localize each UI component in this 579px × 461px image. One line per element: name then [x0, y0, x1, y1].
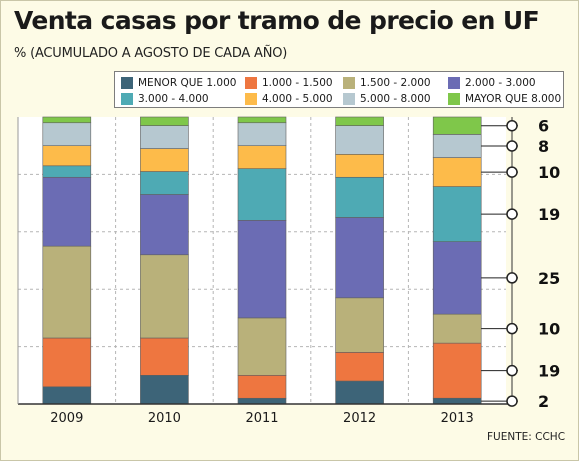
- source-note: FUENTE: CCHC: [487, 431, 566, 443]
- legend-swatch: [245, 93, 257, 105]
- label-marker: [506, 322, 518, 335]
- bar-segment: [140, 125, 189, 149]
- legend-swatch: [245, 77, 257, 89]
- label-marker: [506, 119, 518, 132]
- bar-segment: [237, 317, 287, 376]
- legend-item: MAYOR QUE 8.000: [448, 92, 561, 106]
- legend-swatch: [343, 77, 355, 89]
- label-marker: [506, 166, 518, 178]
- legend-swatch: [448, 93, 460, 105]
- label-marker: [506, 208, 518, 220]
- label-marker: [506, 364, 518, 377]
- chart-subtitle: % (ACUMULADO A AGOSTO DE CADA AÑO): [14, 46, 288, 61]
- x-tick-label: 2010: [148, 411, 181, 426]
- data-label: 10: [538, 320, 560, 339]
- bar-segment: [42, 337, 92, 388]
- bar-segment: [335, 116, 384, 126]
- bar-segment: [140, 254, 189, 339]
- bar-segment: [335, 297, 384, 353]
- bar-segment: [432, 186, 482, 242]
- legend-item: MENOR QUE 1.000: [121, 76, 236, 90]
- legend-item: 2.000 - 3.000: [448, 76, 536, 90]
- data-label: 19: [538, 205, 560, 224]
- bar-segment: [140, 374, 189, 405]
- bar-segment: [42, 116, 92, 124]
- legend-label: 3.000 - 4.000: [138, 93, 209, 105]
- bar-segment: [140, 116, 189, 126]
- bar-segment: [432, 134, 482, 158]
- bar-segment: [237, 145, 287, 169]
- bar-segment: [237, 374, 287, 399]
- chart-title: Venta casas por tramo de precio en UF: [14, 6, 540, 35]
- bar-segment: [42, 386, 92, 405]
- label-marker: [506, 272, 518, 284]
- x-tick-label: 2011: [245, 411, 278, 426]
- data-label: 8: [538, 137, 549, 156]
- label-marker: [506, 395, 518, 407]
- bar-segment: [237, 116, 287, 124]
- bar-segment: [237, 122, 287, 146]
- chart-legend: MENOR QUE 1.000 1.000 - 1.500 1.500 - 2.00…: [114, 71, 564, 108]
- bar-segment: [335, 154, 384, 178]
- bar-segment: [237, 168, 287, 221]
- bar-segment: [237, 220, 287, 319]
- bar-segment: [432, 116, 482, 135]
- legend-label: MAYOR QUE 8.000: [465, 93, 562, 105]
- legend-swatch: [121, 77, 133, 89]
- data-label: 10: [538, 163, 560, 182]
- bar-segment: [335, 352, 384, 382]
- bar-segment: [432, 313, 482, 344]
- bar-segment: [335, 125, 384, 155]
- legend-swatch: [343, 93, 355, 105]
- legend-label: 4.000 - 5.000: [262, 93, 333, 105]
- bar-segment: [432, 342, 482, 399]
- bar-segment: [432, 241, 482, 315]
- bar-segment: [237, 397, 287, 405]
- legend-item: 4.000 - 5.000: [245, 92, 333, 106]
- legend-label: 1.500 - 2.000: [360, 77, 431, 89]
- x-tick-label: 2013: [441, 411, 474, 426]
- legend-item: 1.000 - 1.500: [245, 76, 333, 90]
- bar-segment: [432, 157, 482, 187]
- legend-label: MENOR QUE 1.000: [138, 77, 237, 89]
- data-label: 25: [538, 269, 560, 288]
- x-tick-label: 2009: [50, 411, 83, 426]
- x-tick-label: 2012: [343, 411, 376, 426]
- bar-segment: [42, 176, 92, 247]
- legend-label: 5.000 - 8.000: [360, 93, 431, 105]
- bar-segment: [42, 165, 92, 178]
- bar-segment: [42, 145, 92, 167]
- label-marker: [506, 140, 518, 152]
- legend-item: 3.000 - 4.000: [121, 92, 209, 106]
- bar-segment: [42, 122, 92, 146]
- bar-segment: [140, 148, 189, 172]
- legend-swatch: [448, 77, 460, 89]
- legend-label: 2.000 - 3.000: [465, 77, 536, 89]
- bar-segment: [140, 337, 189, 376]
- bar-segment: [42, 245, 92, 339]
- data-label: 6: [538, 117, 549, 136]
- bar-segment: [335, 380, 384, 405]
- data-label: 19: [538, 362, 560, 381]
- bar-segment: [335, 176, 384, 218]
- bar-segment: [432, 397, 482, 405]
- legend-swatch: [121, 93, 133, 105]
- legend-item: 5.000 - 8.000: [343, 92, 431, 106]
- legend-item: 1.500 - 2.000: [343, 76, 431, 90]
- legend-label: 1.000 - 1.500: [262, 77, 333, 89]
- bar-segment: [140, 194, 189, 256]
- data-label: 2: [538, 392, 549, 411]
- bar-segment: [335, 217, 384, 299]
- bar-segment: [140, 171, 189, 195]
